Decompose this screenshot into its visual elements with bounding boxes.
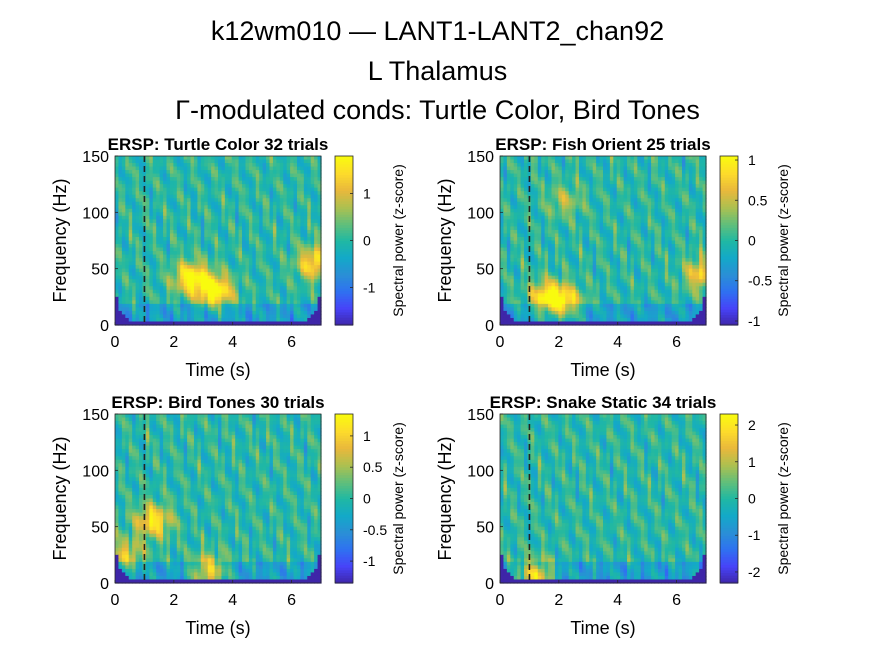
colorbar-label: Spectral power (z-score) — [775, 422, 791, 575]
figure-title-line-3: Γ-modulated conds: Turtle Color, Bird To… — [175, 95, 700, 125]
y-tick-label: 100 — [82, 205, 109, 222]
y-tick-label: 50 — [91, 520, 109, 537]
y-axis-label: Frequency (Hz) — [50, 178, 70, 302]
y-tick-label: 150 — [82, 149, 109, 166]
colorbar-tick-label: 1 — [748, 152, 756, 168]
y-tick-label: 150 — [82, 407, 109, 424]
x-tick-label: 0 — [496, 592, 505, 609]
axes-frame — [499, 155, 707, 326]
x-axis-label: Time (s) — [570, 618, 635, 638]
y-tick-label: 50 — [476, 262, 494, 279]
y-axis-label: Frequency (Hz) — [435, 436, 455, 560]
colorbar-tick-label: -1 — [748, 313, 761, 329]
x-tick-label: 4 — [228, 334, 237, 351]
y-tick-label: 0 — [100, 318, 109, 335]
y-tick-label: 0 — [485, 576, 494, 593]
y-tick-label: 50 — [91, 262, 109, 279]
y-tick-label: 150 — [467, 407, 494, 424]
x-tick-label: 6 — [287, 592, 296, 609]
x-tick-label: 6 — [672, 334, 681, 351]
ersp-panel-1: 0 2 4 6 0 50 100 150 Time (s) Frequency (Hz) ERSP:… — [50, 135, 406, 380]
x-tick-label: 2 — [554, 592, 563, 609]
colorbar-tick-label: 0 — [363, 233, 371, 249]
heatmap-cells — [500, 414, 707, 584]
colorbar-tick-label: 2 — [748, 417, 756, 433]
ersp-panel-3: 0 2 4 6 0 50 100 150 Time (s) Frequency (Hz) ERSP:… — [50, 393, 406, 638]
colorbar-tick-label: 1 — [363, 186, 371, 202]
x-tick-label: 0 — [111, 592, 120, 609]
axes-frame — [114, 155, 322, 326]
panel-title: ERSP: Turtle Color 32 trials — [108, 135, 329, 154]
x-tick-label: 2 — [169, 592, 178, 609]
panel-title: ERSP: Bird Tones 30 trials — [111, 393, 324, 412]
panel-title: ERSP: Snake Static 34 trials — [490, 393, 717, 412]
panel-title: ERSP: Fish Orient 25 trials — [495, 135, 710, 154]
ersp-panel-2: 0 2 4 6 0 50 100 150 Time (s) Frequency (Hz) ERSP:… — [435, 135, 791, 380]
x-tick-label: 4 — [613, 334, 622, 351]
colorbar-tick-label: 0.5 — [748, 192, 768, 208]
colorbar-label: Spectral power (z-score) — [390, 422, 406, 575]
colorbar-tick-label: 0.5 — [363, 459, 383, 475]
colorbar-tick-label: -1 — [363, 279, 376, 295]
x-tick-label: 6 — [287, 334, 296, 351]
figure-title-line-1: k12wm010 — LANT1-LANT2_chan92 — [210, 16, 665, 46]
x-tick-label: 2 — [169, 334, 178, 351]
colorbar-label: Spectral power (z-score) — [390, 164, 406, 317]
figure-title-line-2: L Thalamus — [367, 56, 508, 86]
y-tick-label: 100 — [467, 463, 494, 480]
colorbar-tick-label: -0.5 — [748, 273, 772, 289]
x-tick-label: 0 — [496, 334, 505, 351]
colorbar-tick-label: 1 — [363, 428, 371, 444]
x-axis-label: Time (s) — [570, 360, 635, 380]
colorbar-tick-label: 0 — [363, 491, 371, 507]
y-tick-label: 100 — [82, 463, 109, 480]
colorbar: -1 0 1 Spectral power (z-score) — [334, 155, 406, 326]
colorbar-tick-label: -1 — [748, 527, 761, 543]
y-tick-label: 150 — [467, 149, 494, 166]
colorbar-tick-label: 0 — [748, 491, 756, 507]
ersp-panel-4: 0 2 4 6 0 50 100 150 Time (s) Frequency (Hz) ERSP:… — [435, 393, 791, 638]
heatmap-cells — [500, 156, 707, 326]
x-tick-label: 4 — [228, 592, 237, 609]
y-tick-label: 100 — [467, 205, 494, 222]
y-axis-label: Frequency (Hz) — [50, 436, 70, 560]
y-axis-label: Frequency (Hz) — [435, 178, 455, 302]
colorbar-tick-label: 1 — [748, 454, 756, 470]
axes-frame — [114, 413, 322, 584]
axes-frame — [499, 413, 707, 584]
y-tick-label: 0 — [485, 318, 494, 335]
x-tick-label: 6 — [672, 592, 681, 609]
colorbar-tick-label: -2 — [748, 564, 761, 580]
y-tick-label: 50 — [476, 520, 494, 537]
colorbar: -1 -0.5 0 0.5 1 Spectral power (z-score) — [334, 413, 406, 584]
heatmap-cells — [115, 156, 322, 326]
x-axis-label: Time (s) — [185, 618, 250, 638]
x-tick-label: 4 — [613, 592, 622, 609]
colorbar-tick-label: 0 — [748, 233, 756, 249]
y-tick-label: 0 — [100, 576, 109, 593]
x-tick-label: 0 — [111, 334, 120, 351]
colorbar: -2 -1 0 1 2 Spectral power (z-score) — [719, 413, 791, 584]
colorbar-tick-label: -0.5 — [363, 522, 387, 538]
colorbar-label: Spectral power (z-score) — [775, 164, 791, 317]
x-tick-label: 2 — [554, 334, 563, 351]
colorbar-tick-label: -1 — [363, 553, 376, 569]
x-axis-label: Time (s) — [185, 360, 250, 380]
colorbar: -1 -0.5 0 0.5 1 Spectral power (z-score) — [719, 152, 791, 329]
heatmap-cells — [115, 414, 322, 584]
